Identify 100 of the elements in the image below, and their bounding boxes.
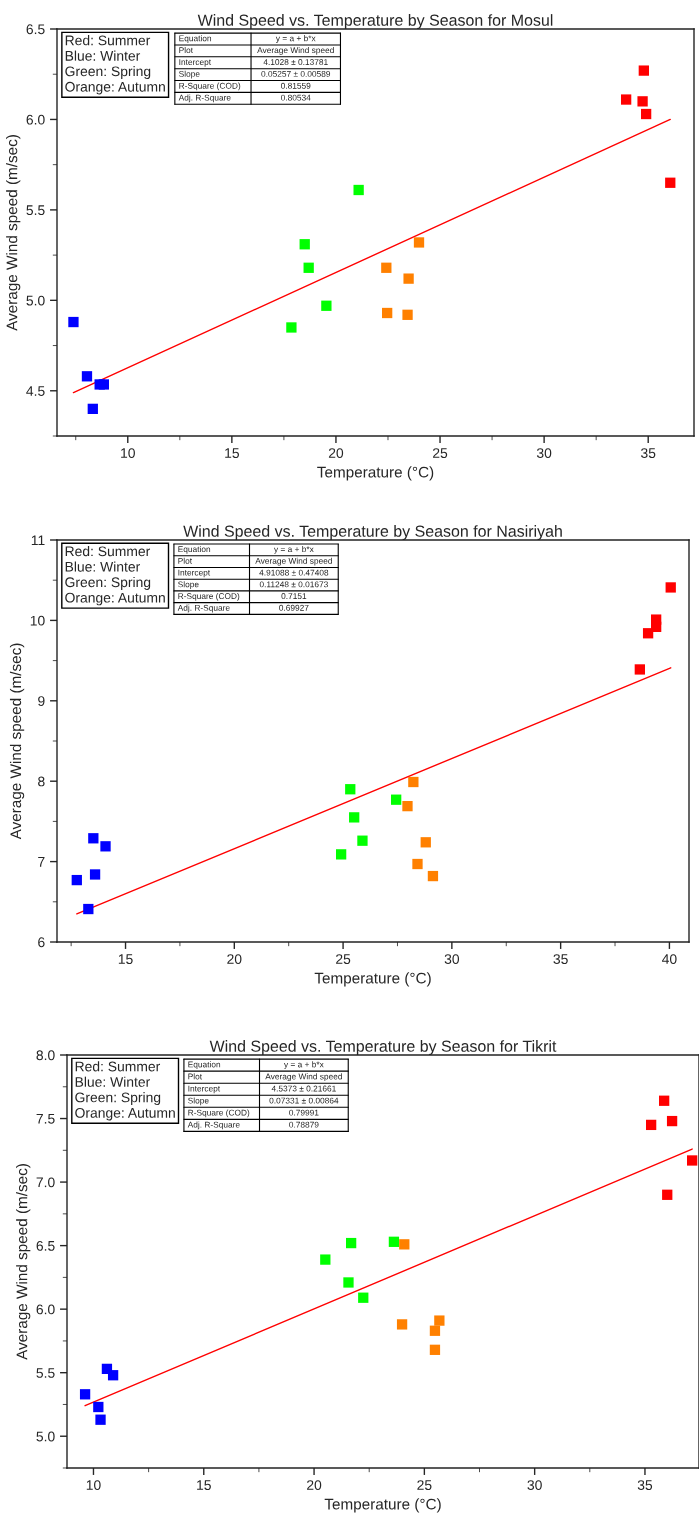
annotation: Slope [188, 1097, 209, 1106]
annotation: 0.80534 [281, 94, 311, 101]
y-tick-label: 8 [38, 776, 45, 787]
point [299, 239, 310, 250]
x-tick-label: 25 [417, 1480, 432, 1491]
annotation: R-Square (COD) [178, 592, 240, 601]
annotation: Average Wind speed [255, 557, 332, 566]
point [662, 1189, 673, 1200]
annotation: Average Wind speed [265, 1073, 342, 1082]
annotation: R-Square (COD) [179, 82, 241, 91]
point [286, 322, 297, 333]
point [413, 237, 425, 248]
point [403, 273, 414, 284]
point [343, 1277, 354, 1288]
x-tick-label: 30 [536, 448, 552, 459]
point [345, 1237, 357, 1249]
x-tick-label: 15 [197, 1480, 211, 1491]
annotation: 0.69927 [279, 604, 309, 611]
x-tick-label: 15 [225, 448, 240, 459]
x-tick-label: 10 [86, 1480, 101, 1491]
annotation: Equation [179, 35, 212, 43]
annotation: y = a + b*x [275, 35, 316, 43]
y-tick-label: 9 [38, 696, 45, 706]
point [93, 1401, 104, 1413]
point [640, 108, 652, 120]
annotation: y = a + b*x [273, 546, 314, 554]
x-tick-label: 10 [121, 448, 135, 459]
point [399, 1239, 410, 1250]
y-tick-label: 6 [38, 937, 45, 948]
point [81, 371, 93, 382]
annotation: Adj. R-Square [187, 1121, 240, 1130]
x-tick-label: 20 [227, 954, 242, 965]
annotation: Red: Summer Blue: Winter Green: Spring Orange: Autumn [65, 546, 165, 606]
chart-title: Wind Speed vs. Temperature by Season for Nasiriyah [183, 525, 562, 540]
y-tick-label: 11 [31, 535, 45, 546]
annotation: Slope [178, 581, 199, 589]
point [638, 65, 649, 76]
annotation: 4.5373 ± 0.21661 [271, 1085, 336, 1092]
chart-title: Wind Speed vs. Temperature by Season for Mosul [197, 14, 553, 29]
y-tick-label: 5.0 [26, 295, 45, 306]
point [88, 833, 99, 844]
annotation: 0.79991 [289, 1109, 319, 1116]
point [358, 1292, 369, 1303]
annotation: Red: Summer Blue: Winter Green: Spring Orange: Autumn [75, 1061, 175, 1121]
point [321, 300, 332, 311]
x-tick-label: 25 [336, 954, 351, 965]
chart-title: Wind Speed vs. Temperature by Season for Tikrit [209, 1040, 557, 1055]
point [429, 1325, 441, 1336]
y-tick-label: 10 [30, 615, 45, 626]
y-tick-label: 5.0 [36, 1431, 55, 1442]
point [345, 784, 356, 795]
point [620, 94, 632, 105]
annotation: 0.11248 ± 0.01673 [259, 581, 328, 588]
annotation: 0.7151 [281, 593, 307, 600]
point [87, 403, 98, 415]
x-tick-label: 40 [662, 954, 677, 965]
y-axis-title: Average Wind speed (m/sec) [16, 1164, 31, 1360]
annotation: Slope [179, 70, 200, 79]
point [665, 582, 676, 593]
y-tick-label: 7 [38, 857, 45, 867]
annotation: 4.91088 ± 0.47408 [259, 569, 329, 576]
x-tick-label: 25 [433, 448, 448, 459]
point [320, 1254, 331, 1265]
point [353, 184, 364, 196]
x-axis-title: Temperature (°C) [314, 972, 431, 987]
annotation: Intercept [179, 59, 212, 67]
annotation: Plot [178, 557, 193, 564]
point [357, 835, 368, 846]
point [427, 870, 439, 882]
point [83, 903, 94, 915]
point [89, 869, 101, 880]
y-tick-label: 6.0 [36, 1304, 55, 1315]
x-tick-label: 15 [118, 954, 133, 965]
annotation: Plot [179, 46, 193, 54]
y-tick-label: 6.5 [36, 1240, 55, 1251]
point [388, 1236, 400, 1247]
point [107, 1370, 119, 1381]
annotation: 0.78879 [289, 1121, 319, 1128]
annotation: Equation [188, 1061, 221, 1070]
point [335, 849, 347, 860]
x-tick-label: 35 [641, 448, 656, 459]
point [412, 858, 423, 870]
point [98, 379, 109, 390]
annotation: 0.07331 ± 0.00864 [269, 1097, 339, 1104]
annotation: y = a + b*x [283, 1061, 324, 1070]
y-tick-label: 6.0 [26, 114, 45, 125]
point [402, 800, 413, 812]
x-axis-title: Temperature (°C) [324, 1498, 441, 1513]
x-axis-title: Temperature (°C) [317, 466, 434, 481]
point [381, 262, 392, 273]
point [303, 262, 314, 273]
y-axis-title: Average Wind speed (m/sec) [9, 643, 25, 840]
point [666, 1115, 678, 1127]
y-tick-label: 4.5 [26, 386, 45, 396]
annotation: 0.81559 [281, 82, 311, 89]
point [637, 96, 648, 107]
annotation: 0.05257 ± 0.00589 [261, 70, 331, 77]
y-tick-label: 8.0 [36, 1050, 55, 1061]
x-tick-label: 30 [527, 1480, 542, 1491]
point [434, 1315, 445, 1326]
